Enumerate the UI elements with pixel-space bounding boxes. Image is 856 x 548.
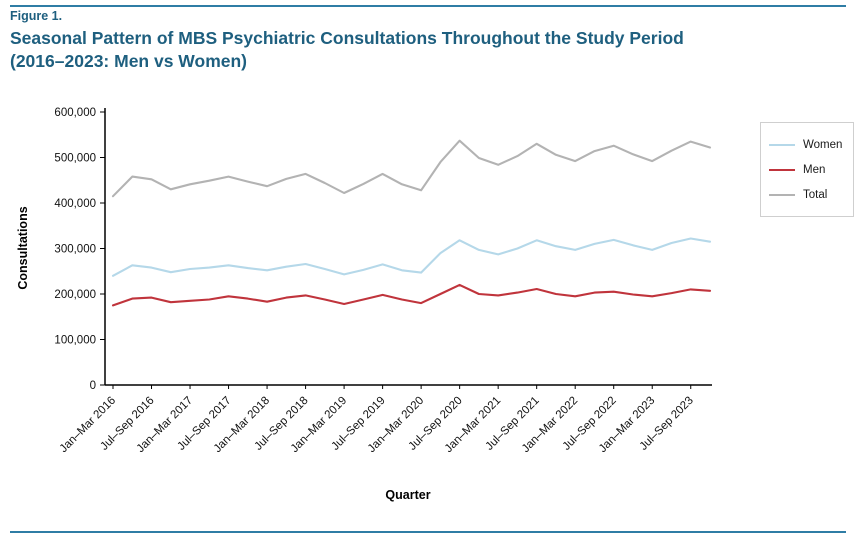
women-line-swatch — [769, 143, 795, 146]
y-tick-label: 300,000 — [54, 244, 96, 256]
legend-label-total: Total — [803, 188, 828, 201]
series-line-total — [111, 139, 712, 198]
y-tick-label: 100,000 — [54, 335, 96, 347]
figure-label: Figure 1. — [10, 9, 63, 23]
series-line-men — [111, 283, 712, 307]
y-tick-label: 600,000 — [54, 107, 96, 119]
y-tick-label: 200,000 — [54, 289, 96, 301]
figure-title-line2: (2016–2023: Men vs Women) — [10, 50, 248, 71]
legend-label-women: Women — [803, 138, 843, 151]
figure-title-line1: Seasonal Pattern of MBS Psychiatric Cons… — [10, 28, 684, 48]
y-tick-label: 400,000 — [54, 198, 96, 210]
series-line-women — [111, 237, 712, 277]
legend-label-men: Men — [803, 163, 826, 176]
legend-item-total: Total — [769, 182, 853, 207]
legend-item-men: Men — [769, 157, 853, 182]
y-tick-label: 500,000 — [54, 153, 96, 165]
legend: Women Men Total — [760, 122, 854, 217]
men-line-swatch — [769, 168, 795, 171]
x-axis-title: Quarter — [385, 488, 431, 502]
bottom-rule — [10, 531, 846, 533]
y-tick-label: 0 — [90, 380, 96, 392]
figure-title: Seasonal Pattern of MBS Psychiatric Cons… — [10, 27, 790, 73]
legend-item-women: Women — [769, 132, 853, 157]
top-rule — [10, 5, 846, 7]
y-axis-title: Consultations — [16, 206, 30, 290]
total-line-swatch — [769, 193, 795, 196]
